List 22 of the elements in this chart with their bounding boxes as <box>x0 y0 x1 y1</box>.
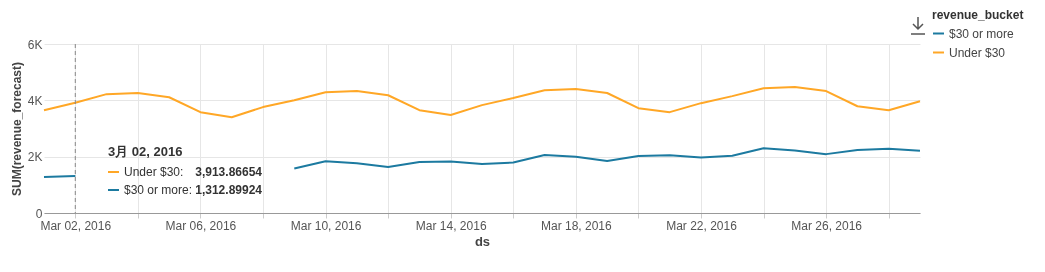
annotation: 3,913.86654 <box>195 165 263 179</box>
legend-title: revenue_bucket <box>932 8 1024 22</box>
annotation: 1,312.89924 <box>195 183 263 197</box>
y-tick-label: 2K <box>27 150 43 165</box>
annotation: Under $30: <box>124 165 184 179</box>
x-tick-label: Mar 02, 2016 <box>40 218 112 233</box>
x-tick-label: Mar 26, 2016 <box>791 218 863 233</box>
line-series <box>43 86 921 119</box>
x-tick-label: Mar 14, 2016 <box>415 218 487 233</box>
x-tick-label: Mar 06, 2016 <box>165 218 237 233</box>
y-tick-label: 4K <box>27 93 43 108</box>
annotation: $30 or more: <box>124 183 193 197</box>
legend-label: $30 or more <box>949 26 1015 41</box>
y-axis-title: SUM(revenue_forecast) <box>9 61 24 197</box>
x-tick-label: Mar 18, 2016 <box>541 218 613 233</box>
annotation: 3月 02, 2016 <box>108 144 183 159</box>
legend-label: Under $30 <box>949 45 1006 60</box>
y-tick-label: 6K <box>27 37 43 52</box>
y-tick-label: 0 <box>35 206 43 221</box>
x-tick-label: Mar 22, 2016 <box>666 218 738 233</box>
x-tick-label: Mar 10, 2016 <box>290 218 362 233</box>
x-axis-title: ds <box>474 233 491 249</box>
